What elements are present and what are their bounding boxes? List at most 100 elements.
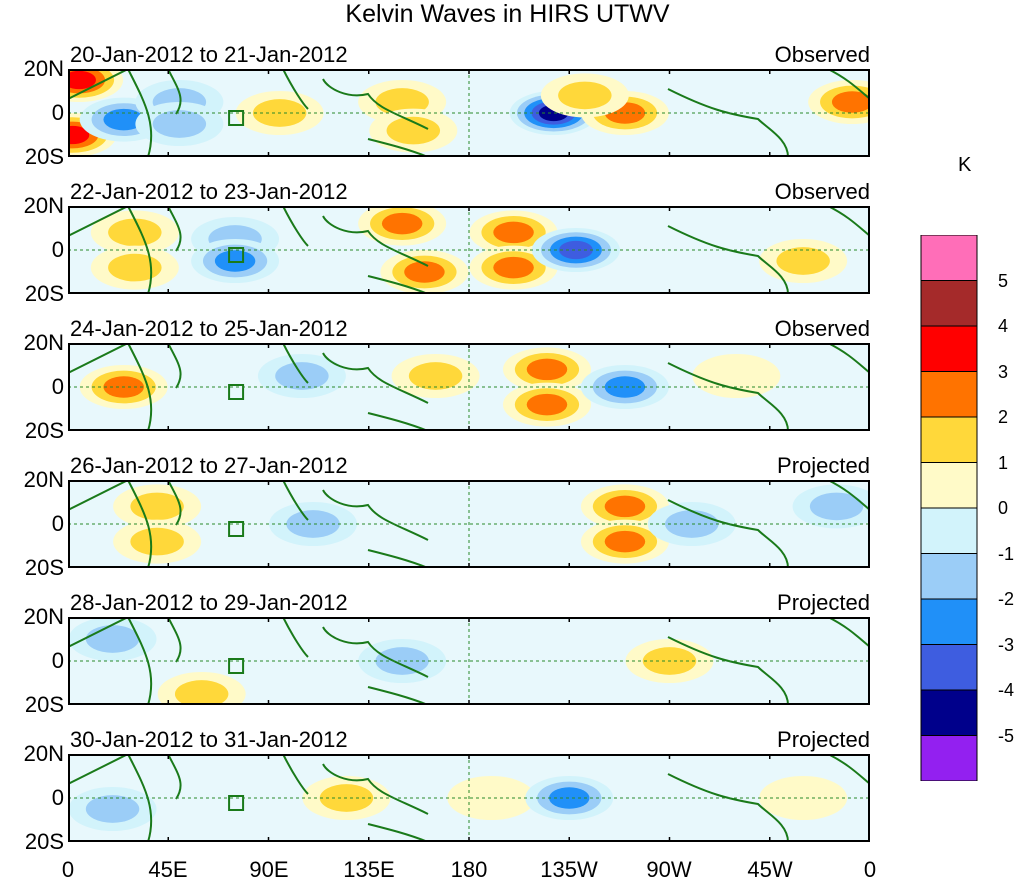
colorbar-swatch [920, 280, 978, 327]
anomaly-contour [604, 495, 646, 518]
lat-label: 20S [24, 555, 64, 580]
lat-label: 20N [23, 56, 64, 81]
coastline [667, 343, 870, 431]
anomaly-contour [526, 358, 568, 381]
anomaly-contour [692, 354, 781, 398]
panel-status: Projected [777, 453, 870, 478]
lon-label-45w: 45W [747, 857, 793, 882]
anomaly-contour [152, 110, 207, 138]
anomaly-contour [604, 530, 646, 553]
region-box [228, 795, 245, 811]
coastline [68, 617, 182, 705]
anomaly-contour [108, 218, 162, 247]
coastline [68, 480, 182, 568]
colorbar-label: -2 [998, 589, 1015, 609]
region-box [228, 110, 245, 126]
colorbar-label: 0 [998, 498, 1009, 518]
anomaly-contour [85, 625, 140, 653]
lon-label-45e: 45E [148, 857, 188, 882]
colorbar-swatch [920, 416, 978, 463]
lat-label: 20N [23, 604, 64, 629]
anomaly-contour [103, 108, 144, 131]
region-box [228, 658, 245, 674]
lon-label-135w: 135W [540, 857, 598, 882]
coastline [68, 343, 182, 431]
map-panel [68, 206, 870, 294]
anomaly-contour [174, 680, 229, 705]
map-panel [68, 480, 870, 568]
colorbar-swatch [920, 371, 978, 418]
coastline [68, 69, 182, 157]
anomaly-contour [776, 247, 830, 275]
anomaly-contour [130, 527, 184, 556]
colorbar-label: -5 [998, 725, 1015, 746]
anomaly-contour [549, 787, 590, 809]
coastline [68, 754, 182, 842]
lat-label: 20N [23, 193, 64, 218]
map-panel [68, 343, 870, 431]
lon-label-90w: 90W [646, 857, 692, 882]
coastline [667, 206, 870, 294]
lat-label: 0 [51, 648, 64, 673]
colorbar-label: 1 [998, 452, 1009, 473]
panel-date-range: 28-Jan-2012 to 29-Jan-2012 [70, 590, 348, 615]
anomaly-contour [604, 376, 646, 398]
panel-status: Observed [774, 316, 870, 341]
colorbar-swatch [920, 235, 978, 281]
colorbar [920, 235, 978, 781]
lat-label: 20S [24, 829, 64, 854]
figure-title: Kelvin Waves in HIRS UTWV [345, 0, 670, 28]
anomaly-contour [559, 240, 593, 260]
lon-label-0-end: 0 [863, 857, 877, 882]
anomaly-contour [759, 776, 848, 820]
lon-label-180: 180 [450, 857, 488, 882]
panel-date-range: 22-Jan-2012 to 23-Jan-2012 [70, 179, 348, 204]
lat-label: 0 [51, 374, 64, 399]
colorbar-label: -4 [998, 680, 1015, 700]
coastline [667, 69, 870, 157]
anomaly-contour [558, 81, 612, 110]
coastline [282, 480, 429, 541]
anomaly-contour [526, 393, 568, 416]
colorbar-swatch [920, 553, 978, 600]
lat-label: 20N [23, 330, 64, 355]
panel-date-range: 24-Jan-2012 to 25-Jan-2012 [70, 316, 348, 341]
lat-label: 0 [51, 237, 64, 262]
panel-status: Projected [777, 727, 870, 752]
coastline [282, 617, 429, 678]
map-panel [68, 754, 870, 842]
anomaly-contour [375, 647, 429, 675]
panel-status: Observed [774, 179, 870, 204]
colorbar-swatch [920, 735, 978, 781]
panel-date-range: 26-Jan-2012 to 27-Jan-2012 [70, 453, 348, 478]
lat-label: 20S [24, 692, 64, 717]
panel-date-range: 20-Jan-2012 to 21-Jan-2012 [70, 42, 348, 67]
lat-label: 0 [51, 100, 64, 125]
coastline [667, 480, 870, 568]
region-box [228, 384, 245, 400]
coastline [282, 69, 429, 130]
lat-label: 0 [51, 511, 64, 536]
colorbar-label: 5 [998, 270, 1009, 291]
anomaly-contour [809, 492, 864, 521]
panel-status: Observed [774, 42, 870, 67]
region-box [228, 521, 245, 537]
anomaly-contour [493, 256, 534, 279]
coastline [282, 754, 429, 815]
coastline [68, 206, 182, 294]
coastline [282, 343, 429, 404]
colorbar-swatch [920, 598, 978, 645]
map-panel [68, 69, 870, 157]
anomaly-contour [381, 212, 423, 235]
lat-label: 0 [51, 785, 64, 810]
anomaly-contour [286, 510, 340, 538]
anomaly-contour [68, 70, 96, 90]
colorbar-swatch [920, 325, 978, 372]
lat-label: 20N [23, 467, 64, 492]
colorbar-swatch [920, 507, 978, 554]
lat-label: 20S [24, 144, 64, 169]
coastline [282, 206, 429, 267]
lat-label: 20S [24, 281, 64, 306]
lat-label: 20N [23, 741, 64, 766]
map-panel [68, 617, 870, 705]
